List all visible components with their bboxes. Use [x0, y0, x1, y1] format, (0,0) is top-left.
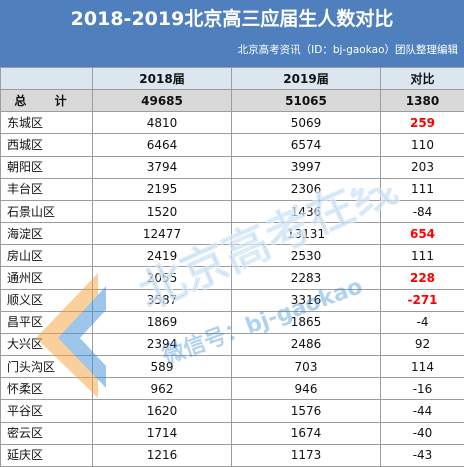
table-header-row: 2018届 2019届 对比: [0, 66, 464, 91]
value-2019: 3997: [231, 155, 381, 179]
district-name: 密云区: [0, 421, 93, 445]
total-diff: 1380: [380, 89, 464, 113]
district-name: 门头沟区: [0, 355, 93, 379]
value-diff: 259: [380, 111, 464, 135]
value-2018: 2195: [92, 177, 232, 201]
value-2019: 1173: [231, 443, 381, 467]
value-2019: 1436: [231, 199, 381, 224]
value-2018: 3794: [92, 155, 232, 179]
value-2018: 1714: [92, 421, 232, 445]
district-name: 昌平区: [0, 310, 93, 334]
page-title: 2018-2019北京高三应届生人数对比: [70, 8, 394, 30]
district-name: 房山区: [0, 244, 93, 268]
column-header-2018: 2018届: [92, 66, 232, 91]
district-name: 海淀区: [0, 222, 93, 246]
table-row: 平谷区 1620 1576 -44: [0, 399, 464, 423]
value-2018: 4810: [92, 111, 232, 135]
value-2018: 1869: [92, 310, 232, 334]
value-diff: 114: [380, 355, 464, 379]
total-label: 总 计: [0, 89, 93, 113]
value-2018: 2419: [92, 244, 232, 268]
value-2019: 2530: [231, 244, 381, 268]
value-2018: 1216: [92, 443, 232, 467]
table-row: 西城区 6464 6574 110: [0, 133, 464, 157]
value-2019: 1576: [231, 399, 381, 423]
value-2018: 12477: [92, 222, 232, 246]
value-diff: -271: [380, 288, 464, 312]
district-name: 延庆区: [0, 443, 93, 467]
value-diff: -43: [380, 443, 464, 467]
value-2019: 946: [231, 377, 381, 401]
value-diff: 111: [380, 244, 464, 268]
table-row: 海淀区 12477 13131 654: [0, 222, 464, 246]
district-name: 大兴区: [0, 332, 93, 357]
value-2018: 6464: [92, 133, 232, 157]
value-diff: -4: [380, 310, 464, 334]
value-diff: 110: [380, 133, 464, 157]
table-row: 大兴区 2394 2486 92: [0, 332, 464, 357]
total-2018: 49685: [92, 89, 232, 113]
value-diff: -40: [380, 421, 464, 445]
value-diff: 111: [380, 177, 464, 201]
value-diff: 654: [380, 222, 464, 246]
table-row: 房山区 2419 2530 111: [0, 244, 464, 268]
value-2018: 3587: [92, 288, 232, 312]
table-row: 石景山区 1520 1436 -84: [0, 199, 464, 224]
value-2019: 6574: [231, 133, 381, 157]
value-2018: 589: [92, 355, 232, 379]
value-diff: 228: [380, 266, 464, 290]
value-2018: 1520: [92, 199, 232, 224]
value-2019: 1865: [231, 310, 381, 334]
table-row: 延庆区 1216 1173 -43: [0, 443, 464, 467]
value-diff: -44: [380, 399, 464, 423]
value-2019: 703: [231, 355, 381, 379]
value-2019: 1674: [231, 421, 381, 445]
value-diff: -84: [380, 199, 464, 224]
table-row: 密云区 1714 1674 -40: [0, 421, 464, 445]
district-name: 朝阳区: [0, 155, 93, 179]
value-2019: 13131: [231, 222, 381, 246]
source-credit: 北京高考资讯（ID：bj-gaokao）团队整理编辑: [237, 44, 458, 56]
students-comparison-table: 2018届 2019届 对比 总 计 49685 51065 1380 东城区 4…: [0, 66, 464, 467]
value-2019: 2306: [231, 177, 381, 201]
district-name: 顺义区: [0, 288, 93, 312]
table-row: 东城区 4810 5069 259: [0, 111, 464, 135]
district-name: 东城区: [0, 111, 93, 135]
value-2018: 1620: [92, 399, 232, 423]
column-header-2019: 2019届: [231, 66, 381, 91]
table-row: 门头沟区 589 703 114: [0, 355, 464, 379]
district-name: 石景山区: [0, 199, 93, 224]
table-row: 丰台区 2195 2306 111: [0, 177, 464, 201]
district-name: 通州区: [0, 266, 93, 290]
district-name: 平谷区: [0, 399, 93, 423]
value-2019: 3316: [231, 288, 381, 312]
district-name: 西城区: [0, 133, 93, 157]
table-row: 昌平区 1869 1865 -4: [0, 310, 464, 334]
value-2019: 2283: [231, 266, 381, 290]
table-title-banner: 2018-2019北京高三应届生人数对比 北京高考资讯（ID：bj-gaokao…: [0, 0, 464, 67]
value-diff: -16: [380, 377, 464, 401]
value-diff: 203: [380, 155, 464, 179]
table-row: 通州区 2055 2283 228: [0, 266, 464, 290]
value-2019: 5069: [231, 111, 381, 135]
district-name: 怀柔区: [0, 377, 93, 401]
value-2018: 2055: [92, 266, 232, 290]
table-row: 朝阳区 3794 3997 203: [0, 155, 464, 179]
total-row: 总 计 49685 51065 1380: [0, 89, 464, 113]
table-row: 顺义区 3587 3316 -271: [0, 288, 464, 312]
value-diff: 92: [380, 332, 464, 357]
value-2018: 962: [92, 377, 232, 401]
district-name: 丰台区: [0, 177, 93, 201]
column-header-district: [0, 66, 93, 91]
table-row: 怀柔区 962 946 -16: [0, 377, 464, 401]
total-2019: 51065: [231, 89, 381, 113]
column-header-diff: 对比: [380, 66, 464, 91]
value-2019: 2486: [231, 332, 381, 357]
value-2018: 2394: [92, 332, 232, 357]
